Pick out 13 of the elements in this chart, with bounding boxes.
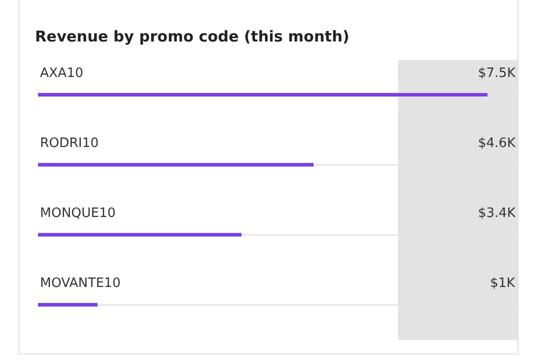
y-tick-label: RODRI10 <box>40 136 99 151</box>
data-label: $3.4K <box>478 206 516 221</box>
y-tick-label: AXA10 <box>40 66 84 81</box>
bar <box>38 232 242 237</box>
y-tick-label: MONQUE10 <box>40 206 116 221</box>
data-label: $1K <box>490 276 516 291</box>
y-tick-label: MOVANTE10 <box>40 276 121 291</box>
bar <box>38 302 98 307</box>
data-label: $4.6K <box>478 136 516 151</box>
bar <box>38 92 488 97</box>
bar <box>38 162 314 167</box>
chart-title: Revenue by promo code (this month) <box>34 27 350 46</box>
data-label: $7.5K <box>478 66 516 81</box>
